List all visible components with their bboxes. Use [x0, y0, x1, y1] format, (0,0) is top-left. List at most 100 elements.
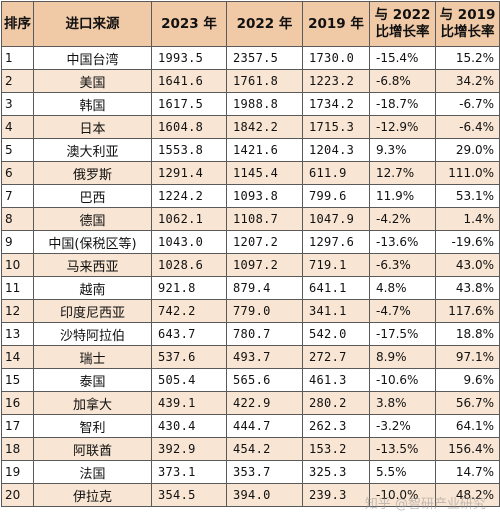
value-2022-cell: 1421.6: [226, 138, 303, 162]
source-cell: 马来西亚: [33, 253, 152, 277]
value-2019-cell: 641.1: [302, 276, 370, 300]
header-rank: 排序: [1, 1, 34, 47]
table-row: 5 澳大利亚 1553.8 1421.6 1204.3 9.3% 29.0%: [1, 138, 500, 162]
growth-vs-2022-cell: -10.6%: [369, 368, 436, 392]
table-row: 20 伊拉克 354.5 394.0 239.3 -10.0% 48.2%: [1, 483, 500, 507]
value-2019-cell: 719.1: [302, 253, 370, 277]
growth-vs-2022-cell: 12.7%: [369, 161, 436, 185]
table-row: 4 日本 1604.8 1842.2 1715.3 -12.9% -6.4%: [1, 115, 500, 139]
growth-vs-2019-cell: 156.4%: [435, 437, 500, 461]
rank-cell: 13: [1, 322, 34, 346]
header-source: 进口来源: [33, 1, 152, 47]
value-2019-cell: 1047.9: [302, 207, 370, 231]
value-2023-cell: 1062.1: [151, 207, 227, 231]
header-2019: 2019 年: [302, 1, 370, 47]
value-2022-cell: 879.4: [226, 276, 303, 300]
growth-vs-2022-cell: 9.3%: [369, 138, 436, 162]
source-cell: 法国: [33, 460, 152, 484]
growth-vs-2022-cell: -12.9%: [369, 115, 436, 139]
value-2022-cell: 780.7: [226, 322, 303, 346]
table-row: 19 法国 373.1 353.7 325.3 5.5% 14.7%: [1, 460, 500, 484]
source-cell: 韩国: [33, 92, 152, 116]
source-cell: 中国(保税区等): [33, 230, 152, 254]
table-row: 13 沙特阿拉伯 643.7 780.7 542.0 -17.5% 18.8%: [1, 322, 500, 346]
table-row: 8 德国 1062.1 1108.7 1047.9 -4.2% 1.4%: [1, 207, 500, 231]
rank-cell: 12: [1, 299, 34, 323]
header-2023: 2023 年: [151, 1, 227, 47]
value-2023-cell: 643.7: [151, 322, 227, 346]
table-row: 12 印度尼西亚 742.2 779.0 341.1 -4.7% 117.6%: [1, 299, 500, 323]
value-2022-cell: 353.7: [226, 460, 303, 484]
growth-vs-2022-cell: -13.6%: [369, 230, 436, 254]
growth-vs-2022-cell: -3.2%: [369, 414, 436, 438]
growth-vs-2022-cell: -4.7%: [369, 299, 436, 323]
value-2019-cell: 1223.2: [302, 69, 370, 93]
value-2023-cell: 354.5: [151, 483, 227, 507]
source-cell: 伊拉克: [33, 483, 152, 507]
source-cell: 智利: [33, 414, 152, 438]
value-2022-cell: 1988.8: [226, 92, 303, 116]
source-cell: 德国: [33, 207, 152, 231]
value-2023-cell: 537.6: [151, 345, 227, 369]
value-2019-cell: 1730.0: [302, 46, 370, 70]
table-row: 7 巴西 1224.2 1093.8 799.6 11.9% 53.1%: [1, 184, 500, 208]
rank-cell: 2: [1, 69, 34, 93]
value-2022-cell: 394.0: [226, 483, 303, 507]
value-2022-cell: 1761.8: [226, 69, 303, 93]
value-2022-cell: 454.2: [226, 437, 303, 461]
source-cell: 加拿大: [33, 391, 152, 415]
import-sources-table: 排序 进口来源 2023 年 2022 年 2019 年 与 2022 比增长率…: [1, 1, 500, 507]
source-cell: 俄罗斯: [33, 161, 152, 185]
value-2019-cell: 262.3: [302, 414, 370, 438]
growth-vs-2019-cell: 53.1%: [435, 184, 500, 208]
value-2022-cell: 2357.5: [226, 46, 303, 70]
rank-cell: 15: [1, 368, 34, 392]
rank-cell: 9: [1, 230, 34, 254]
growth-vs-2019-cell: 111.0%: [435, 161, 500, 185]
value-2022-cell: 779.0: [226, 299, 303, 323]
growth-vs-2022-cell: -6.8%: [369, 69, 436, 93]
rank-cell: 5: [1, 138, 34, 162]
rank-cell: 20: [1, 483, 34, 507]
value-2023-cell: 505.4: [151, 368, 227, 392]
growth-vs-2022-cell: -18.7%: [369, 92, 436, 116]
rank-cell: 7: [1, 184, 34, 208]
table-row: 2 美国 1641.6 1761.8 1223.2 -6.8% 34.2%: [1, 69, 500, 93]
table-row: 18 阿联酋 392.9 454.2 153.2 -13.5% 156.4%: [1, 437, 500, 461]
value-2019-cell: 153.2: [302, 437, 370, 461]
header-growth-vs-2022: 与 2022 比增长率: [369, 1, 436, 47]
value-2023-cell: 439.1: [151, 391, 227, 415]
value-2023-cell: 373.1: [151, 460, 227, 484]
source-cell: 瑞士: [33, 345, 152, 369]
value-2023-cell: 1604.8: [151, 115, 227, 139]
value-2023-cell: 1028.6: [151, 253, 227, 277]
growth-vs-2019-cell: 29.0%: [435, 138, 500, 162]
rank-cell: 19: [1, 460, 34, 484]
table-row: 6 俄罗斯 1291.4 1145.4 611.9 12.7% 111.0%: [1, 161, 500, 185]
rank-cell: 4: [1, 115, 34, 139]
value-2023-cell: 1043.0: [151, 230, 227, 254]
value-2022-cell: 1145.4: [226, 161, 303, 185]
value-2022-cell: 565.6: [226, 368, 303, 392]
header-row: 排序 进口来源 2023 年 2022 年 2019 年 与 2022 比增长率…: [1, 1, 500, 47]
value-2019-cell: 1297.6: [302, 230, 370, 254]
growth-vs-2019-cell: 15.2%: [435, 46, 500, 70]
table-row: 17 智利 430.4 444.7 262.3 -3.2% 64.1%: [1, 414, 500, 438]
value-2023-cell: 1553.8: [151, 138, 227, 162]
source-cell: 澳大利亚: [33, 138, 152, 162]
growth-vs-2022-cell: 11.9%: [369, 184, 436, 208]
table-row: 1 中国台湾 1993.5 2357.5 1730.0 -15.4% 15.2%: [1, 46, 500, 70]
value-2019-cell: 1734.2: [302, 92, 370, 116]
table-row: 15 泰国 505.4 565.6 461.3 -10.6% 9.6%: [1, 368, 500, 392]
value-2023-cell: 921.8: [151, 276, 227, 300]
growth-vs-2019-cell: 43.0%: [435, 253, 500, 277]
rank-cell: 6: [1, 161, 34, 185]
growth-vs-2019-cell: -6.7%: [435, 92, 500, 116]
growth-vs-2019-cell: 56.7%: [435, 391, 500, 415]
source-cell: 越南: [33, 276, 152, 300]
growth-vs-2019-cell: 9.6%: [435, 368, 500, 392]
table-row: 14 瑞士 537.6 493.7 272.7 8.9% 97.1%: [1, 345, 500, 369]
growth-vs-2019-cell: 117.6%: [435, 299, 500, 323]
header-growth-vs-2019: 与 2019 比增长率: [435, 1, 500, 47]
value-2023-cell: 1641.6: [151, 69, 227, 93]
